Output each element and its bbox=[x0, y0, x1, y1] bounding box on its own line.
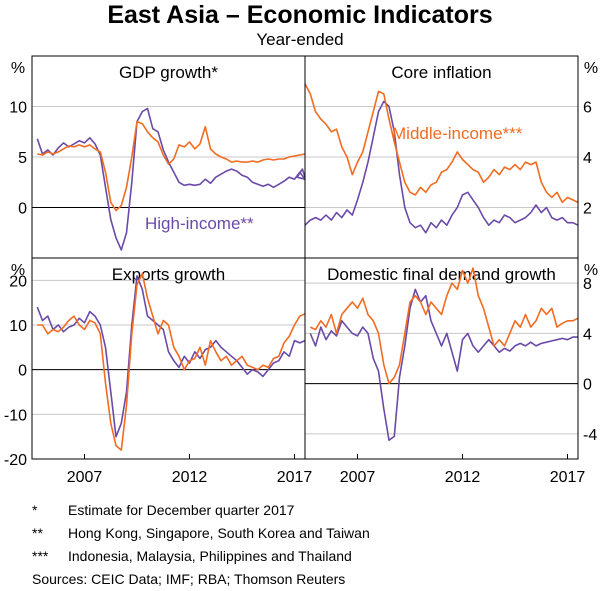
footnote-text: Indonesia, Malaysia, Philippines and Tha… bbox=[68, 548, 352, 564]
footnote-marker: *** bbox=[32, 548, 49, 564]
y-tick-label: 10 bbox=[9, 100, 27, 117]
y-tick-label: 10 bbox=[9, 318, 27, 335]
panel-frame bbox=[304, 257, 579, 460]
series-line-middle-income bbox=[37, 272, 306, 451]
footnote-text: Hong Kong, Singapore, South Korea and Ta… bbox=[68, 525, 370, 541]
series-line-high-income bbox=[36, 275, 306, 438]
y-tick-label: 4 bbox=[583, 326, 592, 343]
series-line-high-income bbox=[304, 100, 579, 234]
series-line-middle-income bbox=[304, 83, 579, 204]
y-unit-label: % bbox=[584, 262, 598, 279]
y-tick-label: -10 bbox=[4, 407, 27, 424]
x-tick-label: 2007 bbox=[67, 469, 103, 486]
y-tick-label: 4 bbox=[583, 150, 592, 167]
chart: East Asia – Economic Indicators Year-end… bbox=[4, 1, 598, 486]
y-tick-label: 8 bbox=[583, 276, 592, 293]
series-line-middle-income bbox=[37, 120, 306, 212]
panel-title: Domestic final demand growth bbox=[327, 265, 556, 284]
y-tick-label: 2 bbox=[583, 201, 592, 218]
y-tick-label: -20 bbox=[4, 452, 27, 469]
panel-exports-growth: -20 -10 0 10 20% Exports growth 2007 2012 2017 bbox=[4, 257, 313, 486]
y-unit-label: % bbox=[584, 60, 598, 77]
series-line-high-income bbox=[309, 288, 578, 441]
y-tick-label: 0 bbox=[583, 377, 592, 394]
x-tick-label: 2012 bbox=[445, 469, 481, 486]
y-tick-label: 20 bbox=[9, 273, 27, 290]
footnote-marker: ** bbox=[32, 525, 43, 541]
x-tick-label: 2012 bbox=[172, 469, 208, 486]
series-line-middle-income bbox=[309, 267, 579, 385]
chart-title: East Asia – Economic Indicators bbox=[107, 1, 492, 29]
panel-frame bbox=[31, 257, 306, 460]
y-unit-label: % bbox=[11, 262, 25, 279]
panel-title: Core inflation bbox=[391, 63, 491, 82]
panel-title: Exports growth bbox=[112, 265, 225, 284]
y-tick-label: 6 bbox=[583, 100, 592, 117]
footnote-marker: * bbox=[32, 502, 38, 518]
high-income-label: High-income** bbox=[145, 214, 254, 233]
x-tick-label: 2017 bbox=[277, 469, 313, 486]
y-tick-label: 5 bbox=[18, 150, 27, 167]
sources-line: Sources: CEIC Data; IMF; RBA; Thomson Re… bbox=[32, 571, 346, 587]
x-tick-label: 2017 bbox=[550, 469, 586, 486]
footnote-text: Estimate for December quarter 2017 bbox=[68, 502, 295, 518]
panel-core-inflation: 2 4 6% Core inflation bbox=[304, 55, 598, 259]
y-tick-label: -4 bbox=[583, 427, 597, 444]
y-unit-label: % bbox=[11, 60, 25, 77]
chart-subtitle: Year-ended bbox=[256, 30, 343, 49]
y-tick-label: 0 bbox=[18, 201, 27, 218]
middle-income-label: Middle-income*** bbox=[392, 124, 523, 143]
x-tick-label: 2007 bbox=[340, 469, 376, 486]
panel-title: GDP growth* bbox=[119, 63, 218, 82]
series-line-high-income bbox=[36, 107, 306, 251]
panel-domestic-final-demand-growth: -4 0 4 8% Domestic final demand growth 2007 20… bbox=[304, 257, 598, 486]
y-tick-label: 0 bbox=[18, 363, 27, 380]
